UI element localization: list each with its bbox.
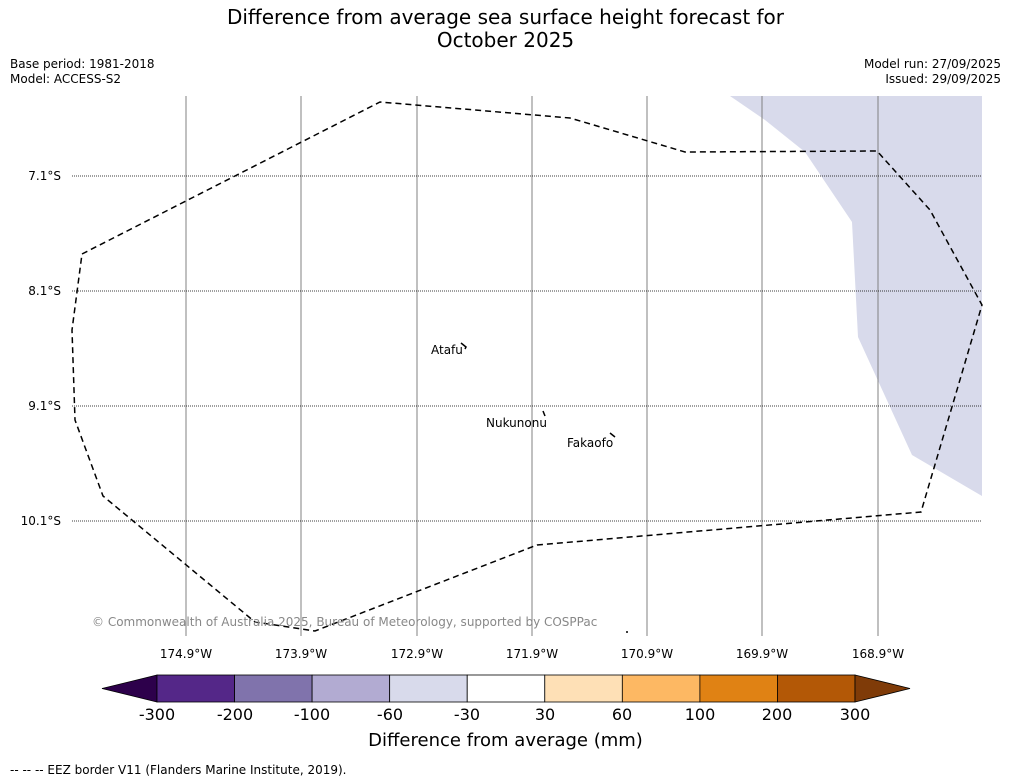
colorbar-tick-label: 300 [839,705,871,724]
copyright-notice: © Commonwealth of Australia 2025, Bureau… [92,615,598,629]
parallel-lines [72,175,982,522]
colorbar-segment [311,674,391,703]
colorbar-tick-label: -200 [216,705,254,724]
colorbar-segment [621,674,701,703]
nukunonu-atoll-icon [542,410,546,417]
colorbar-tick-label: -60 [376,705,404,724]
colorbar-tick-label: -30 [453,705,481,724]
colorbar-segment [466,674,546,703]
colorbar-tick-label: 60 [611,705,633,724]
islet-dot-icon [626,631,628,633]
colorbar [101,674,911,703]
colorbar-segment [777,674,856,703]
colorbar-segment [389,674,468,703]
lon-label-172-9: 172.9°W [390,647,444,661]
lon-label-170-9: 170.9°W [620,647,674,661]
colorbar-extend-low [101,674,158,703]
lon-label-174-9: 174.9°W [159,647,213,661]
lon-label-169-9: 169.9°W [735,647,789,661]
lat-label-9-1: 9.1°S [28,399,61,413]
fakaofo-atoll-icon [609,432,616,438]
colorbar-segment [156,674,235,703]
meridian-lines [185,96,879,636]
lat-label-10-1: 10.1°S [20,514,61,528]
place-label-atafu: Atafu [431,343,463,357]
colorbar-tick-label: 100 [684,705,716,724]
eez-border [71,101,983,632]
lon-label-173-9: 173.9°W [274,647,328,661]
atafu-atoll-icon [460,342,467,350]
lat-label-7-1: 7.1°S [28,169,61,183]
colorbar-segment [234,674,313,703]
chart-title: Difference from average sea surface heig… [0,6,1011,52]
base-period: Base period: 1981-2018 [10,57,155,71]
colorbar-tick-label: -300 [138,705,176,724]
model-run: Model run: 27/09/2025 [863,57,1001,71]
lon-label-171-9: 171.9°W [505,647,559,661]
meta-left: Base period: 1981-2018 Model: ACCESS-S2 [10,57,155,87]
meta-right: Model run: 27/09/2025 Issued: 29/09/2025 [864,57,1001,87]
colorbar-segment [699,674,778,703]
colorbar-tick-label: -100 [293,705,331,724]
lat-label-8-1: 8.1°S [28,284,61,298]
colorbar-extend-high [854,674,911,703]
model-name: Model: ACCESS-S2 [10,72,122,86]
lon-label-168-9: 168.9°W [851,647,905,661]
title-line-1: Difference from average sea surface heig… [226,5,785,29]
title-line-2: October 2025 [436,28,575,52]
colorbar-tick-label: 30 [534,705,556,724]
colorbar-segment [544,674,623,703]
eez-footnote: -- -- -- EEZ border V11 (Flanders Marine… [10,763,347,777]
place-label-fakaofo: Fakaofo [567,436,614,450]
colorbar-tick-label: 200 [761,705,793,724]
issued-date: Issued: 29/09/2025 [885,72,1001,86]
place-label-nukunonu: Nukunonu [486,416,547,430]
anomaly-region [730,96,982,496]
colorbar-label: Difference from average (mm) [368,730,643,751]
